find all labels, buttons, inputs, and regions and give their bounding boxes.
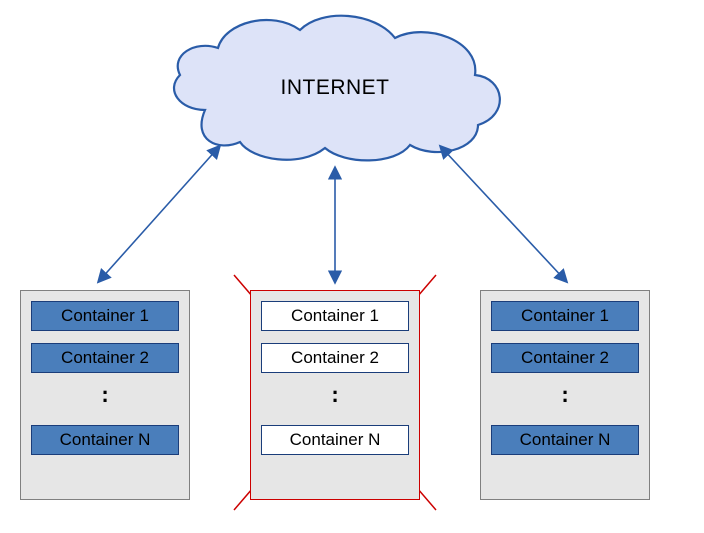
container-item: Container 1 [491,301,639,331]
ellipsis-dots: .. [261,383,409,413]
arrow-2 [442,148,565,280]
container-item: Container 2 [261,343,409,373]
container-item: Container N [261,425,409,455]
diagram-root: INTERNET Container 1Container 2..Contain… [0,0,704,533]
container-item: Container 1 [261,301,409,331]
ellipsis-dots: .. [491,383,639,413]
arrows-group [100,148,565,280]
cloud-label: INTERNET [235,76,435,100]
container-item: Container N [491,425,639,455]
container-item: Container 2 [491,343,639,373]
arrow-0 [100,148,218,280]
ellipsis-dots: .. [31,383,179,413]
server-right: Container 1 Container 2.. Container N [480,290,650,500]
container-item: Container N [31,425,179,455]
container-item: Container 1 [31,301,179,331]
server-left: Container 1 Container 2.. Container N [20,290,190,500]
server-middle: Container 1 Container 2.. Container N [250,290,420,500]
container-item: Container 2 [31,343,179,373]
